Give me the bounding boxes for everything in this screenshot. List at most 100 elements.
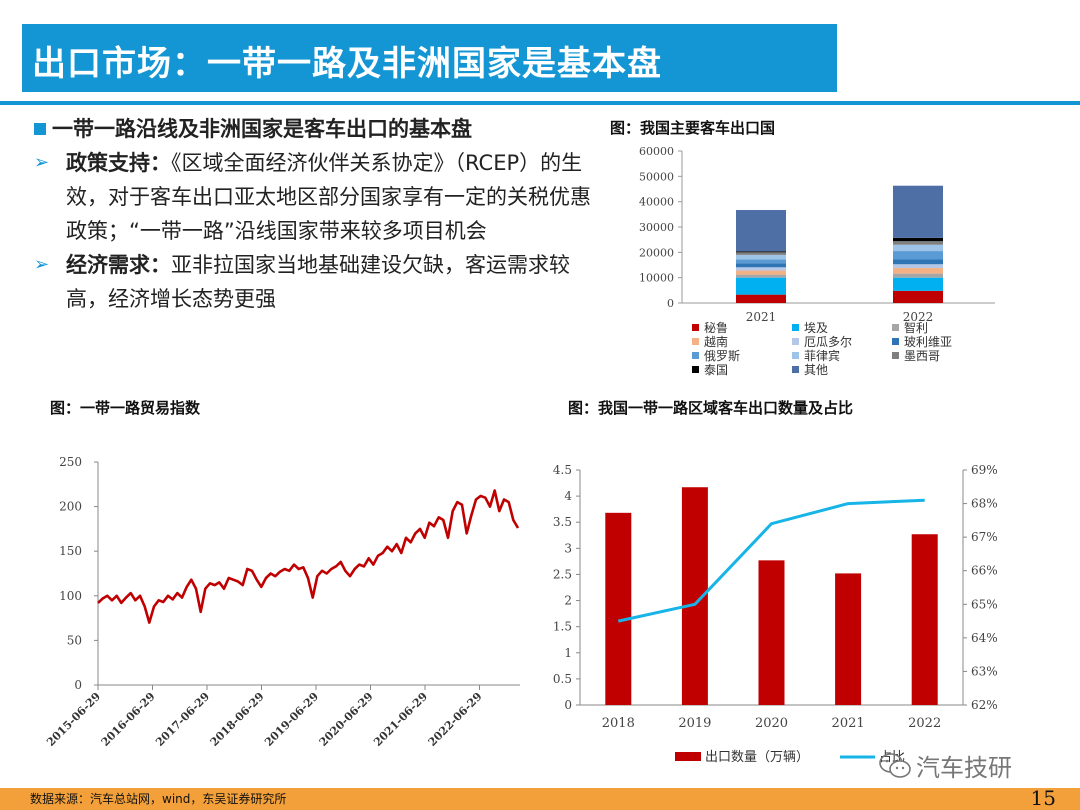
x-tick-label: 2017-06-29	[153, 690, 212, 749]
x-tick-label: 2022	[908, 716, 941, 731]
legend-swatch	[675, 752, 701, 761]
y2-tick-label: 65%	[971, 597, 998, 611]
arrow-bullet-icon: ➢	[34, 254, 50, 275]
y-tick-label: 50000	[639, 170, 674, 183]
bar-segment	[893, 237, 943, 242]
y-tick-label: 30000	[639, 221, 674, 234]
bar-segment	[736, 251, 786, 253]
x-tick-label: 2019	[678, 716, 711, 731]
bar	[911, 534, 938, 705]
legend-swatch	[792, 366, 799, 373]
legend-label: 越南	[704, 334, 728, 349]
bar-segment	[893, 268, 943, 274]
bar-segment	[893, 244, 943, 252]
legend-swatch	[792, 338, 799, 345]
bar-segment	[736, 259, 786, 264]
bar-segment	[893, 290, 943, 303]
bullet-section: 一带一路沿线及非洲国家是客车出口的基本盘 ➢ 政策支持：《区域全面经济伙伴关系协…	[32, 112, 597, 316]
bar-segment	[893, 241, 943, 245]
series-line	[617, 498, 925, 623]
legend-swatch	[692, 338, 699, 345]
y2-tick-label: 66%	[971, 564, 998, 578]
legend-label: 埃及	[804, 321, 828, 335]
legend-swatch	[692, 324, 699, 331]
figure-title-trade-index: 图：一带一路贸易指数	[50, 399, 201, 417]
y-tick-label: 150	[59, 544, 82, 558]
legend-label: 玻利维亚	[904, 335, 952, 349]
y2-tick-label: 64%	[971, 631, 998, 645]
figure-title-belt-road-exports: 图：我国一带一路区域客车出口数量及占比	[568, 399, 854, 417]
y-tick-label: 4.5	[553, 463, 572, 477]
bar-segment	[736, 277, 786, 295]
figure-title-exports-by-country: 图：我国主要客车出口国	[610, 119, 776, 137]
y-tick-label: 0	[564, 698, 572, 712]
y-tick-label: 0.5	[553, 672, 572, 686]
wechat-icon	[878, 752, 912, 780]
source-note: 数据来源：汽车总站网，wind，东吴证券研究所	[30, 792, 287, 806]
y2-tick-label: 69%	[971, 463, 998, 477]
y-tick-label: 60000	[639, 145, 674, 158]
x-tick-label: 2018	[602, 716, 635, 731]
x-tick-label: 2015-06-29	[44, 690, 103, 749]
stacked-bar-chart: 0 10000 20000 30000 40000 50000 60000 2021 2022 秘…	[639, 145, 995, 377]
y-tick-label: 250	[59, 455, 82, 469]
y2-tick-label: 67%	[971, 530, 998, 544]
watermark: 汽车技研	[878, 748, 1012, 783]
legend-label: 其他	[804, 363, 828, 377]
y-tick-label: 0	[74, 678, 82, 692]
bar-segment	[893, 259, 943, 265]
bar-segment	[893, 277, 943, 291]
bar-segment	[893, 251, 943, 260]
bar-segment	[893, 273, 943, 278]
x-tick-label: 2018-06-29	[208, 690, 267, 749]
footer-bar	[0, 788, 1080, 810]
y2-tick-label: 63%	[971, 664, 998, 678]
x-tick-label: 2022	[903, 310, 934, 324]
x-tick-label: 2021	[746, 310, 777, 324]
legend-label: 智利	[904, 320, 928, 335]
bullet-text: 《区域全面经济伙伴关系协定》（RCEP）的生效，对于客车出口亚太地区部分国家享有…	[66, 151, 591, 243]
legend-label: 秘鲁	[704, 321, 728, 335]
bar-segment	[893, 264, 943, 269]
bar-segment	[736, 274, 786, 278]
bullet-text: 亚非拉国家当地基础建设欠缺，客运需求较高，经济增长态势更强	[66, 253, 570, 311]
legend-swatch	[892, 352, 899, 359]
y-tick-label: 200	[59, 500, 82, 514]
page-number: 15	[1030, 786, 1056, 810]
legend-label: 出口数量（万辆）	[705, 750, 809, 765]
arrow-bullet-icon: ➢	[34, 152, 50, 173]
bar-segment	[736, 254, 786, 260]
bar	[758, 560, 785, 705]
x-tick-label: 2020-06-29	[317, 690, 376, 749]
bar-segment	[736, 210, 786, 252]
x-tick-label: 2021	[832, 716, 865, 731]
bullet-point: ➢ 政策支持：《区域全面经济伙伴关系协定》（RCEP）的生效，对于客车出口亚太地…	[32, 146, 597, 248]
y-tick-label: 2	[564, 594, 572, 608]
legend-label: 菲律宾	[804, 348, 840, 363]
bar-segment	[736, 267, 786, 271]
bullet-point: ➢ 经济需求：亚非拉国家当地基础建设欠缺，客运需求较高，经济增长态势更强	[32, 248, 597, 316]
bullet-label: 政策支持：	[66, 151, 171, 175]
legend-swatch	[892, 338, 899, 345]
y-tick-label: 2.5	[553, 567, 572, 581]
y-tick-label: 0	[667, 297, 674, 310]
legend-swatch	[892, 324, 899, 331]
bar	[835, 573, 862, 705]
title-banner	[22, 24, 837, 92]
y2-tick-label: 62%	[971, 698, 998, 712]
x-tick-label: 2020	[755, 716, 788, 731]
x-tick-label: 2022-06-29	[426, 690, 485, 749]
y2-tick-label: 68%	[971, 497, 998, 511]
legend-label: 厄瓜多尔	[804, 334, 852, 349]
square-bullet-icon	[34, 123, 46, 135]
y-tick-label: 100	[59, 589, 82, 603]
y-tick-label: 20000	[639, 246, 674, 259]
bullet-label: 经济需求：	[66, 253, 171, 277]
y-tick-label: 3	[564, 541, 572, 555]
section-heading-text: 一带一路沿线及非洲国家是客车出口的基本盘	[52, 117, 472, 141]
y-tick-label: 4	[564, 489, 572, 503]
bar-segment	[893, 185, 943, 238]
title-divider	[0, 101, 1080, 105]
legend-label: 俄罗斯	[704, 349, 740, 363]
legend-swatch	[692, 366, 699, 373]
